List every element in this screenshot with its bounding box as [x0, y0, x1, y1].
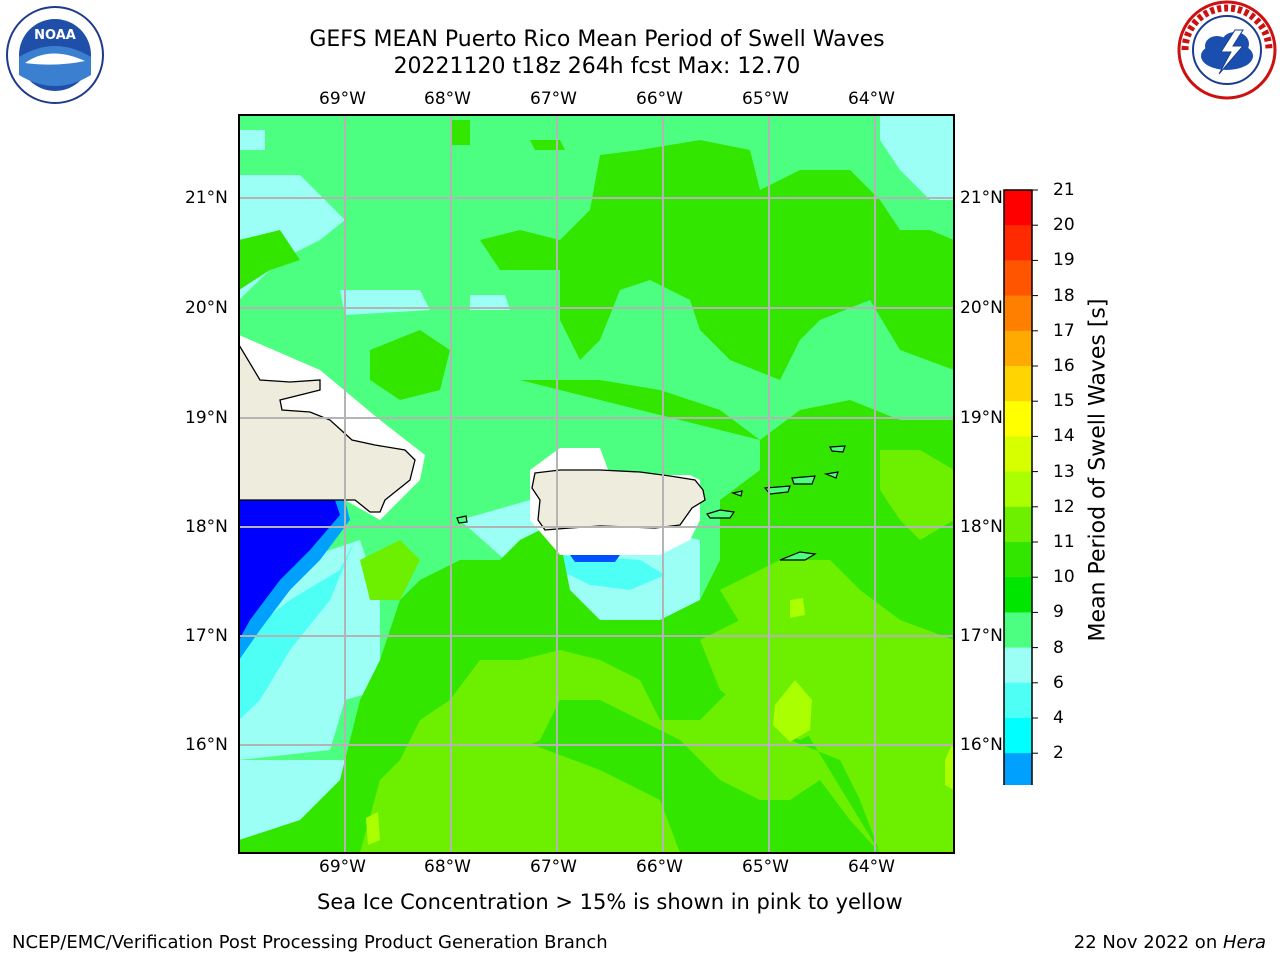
colorbar-frame [1003, 189, 1033, 785]
sea-ice-note: Sea Ice Concentration > 15% is shown in … [317, 890, 903, 914]
colorbar-tick-label: 4 [1053, 708, 1064, 728]
colorbar-segment [1004, 330, 1032, 367]
colorbar-tick-label: 13 [1053, 461, 1075, 482]
lat-label-right: 21°N [960, 188, 1003, 208]
lat-label-right: 20°N [960, 298, 1003, 318]
colorbar [1003, 189, 1038, 785]
colorbar-segment [1004, 366, 1032, 402]
colorbar-segment [1004, 542, 1032, 578]
swell-below-2s-area [239, 500, 340, 640]
swell-11-12s-areas [239, 450, 954, 853]
lat-label-left: 19°N [185, 408, 228, 428]
colorbar-segment [1004, 577, 1032, 613]
lat-label-left: 17°N [185, 626, 228, 646]
swell-12-13s-patches [366, 598, 954, 845]
colorbar-tick-label: 2 [1053, 743, 1064, 764]
map-gridlines [239, 115, 954, 853]
colorbar-segment [1004, 471, 1032, 508]
lat-label-left: 18°N [185, 517, 228, 537]
swell-6-8s-band [239, 540, 355, 720]
lon-label-bottom: 64°W [848, 857, 895, 877]
lat-label-left: 20°N [185, 298, 228, 318]
colorbar-segment [1004, 401, 1032, 437]
footer-date: 22 Nov 2022 on Hera [1074, 932, 1266, 953]
colorbar-tick-label: 12 [1053, 496, 1075, 517]
colorbar-tick-label: 8 [1053, 637, 1064, 658]
colorbar-tick-label: 11 [1053, 532, 1075, 552]
lon-label-bottom: 68°W [424, 857, 471, 877]
lon-label-bottom: 67°W [530, 857, 577, 877]
noaa-logo-text: NOAA [34, 28, 76, 43]
lon-label-bottom: 69°W [319, 857, 366, 877]
chart-title: GEFS MEAN Puerto Rico Mean Period of Swe… [309, 27, 885, 52]
lon-label-top: 65°W [742, 89, 789, 109]
lon-label-top: 69°W [319, 89, 366, 109]
footer-date-text: 22 Nov 2022 on [1073, 932, 1223, 953]
lat-label-left: 21°N [185, 188, 228, 208]
colorbar-segment [1004, 753, 1032, 785]
land-hispaniola [239, 343, 416, 513]
footer-host: Hera [1222, 932, 1266, 953]
lat-label-right: 17°N [960, 626, 1003, 646]
lon-label-top: 68°W [424, 89, 471, 109]
colorbar-segment [1004, 295, 1032, 332]
colorbar-tick-label: 14 [1053, 426, 1075, 447]
colorbar-tick-label: 16 [1053, 356, 1075, 376]
colorbar-segment [1004, 718, 1032, 754]
colorbar-segment [1004, 682, 1032, 719]
colorbar-segment [1004, 647, 1032, 684]
lat-label-right: 16°N [960, 735, 1003, 755]
nws-logo-icon [1177, 0, 1277, 100]
lon-label-bottom: 65°W [742, 857, 789, 877]
colorbar-tick-label: 17 [1053, 320, 1075, 341]
land-puerto-rico [531, 469, 706, 531]
colorbar-tick-label: 10 [1053, 567, 1075, 588]
colorbar-segment [1004, 506, 1032, 543]
colorbar-tick-label: 21 [1053, 180, 1075, 200]
colorbar-tick-label: 19 [1053, 250, 1075, 271]
colorbar-segment [1004, 436, 1032, 473]
footer-branch: NCEP/EMC/Verification Post Processing Pr… [12, 932, 608, 953]
colorbar-segment [1004, 260, 1032, 297]
colorbar-tick-label: 15 [1053, 391, 1075, 412]
colorbar-tick-label: 6 [1053, 672, 1064, 693]
colorbar-tick-label: 20 [1053, 215, 1075, 236]
colorbar-tick-label: 18 [1053, 285, 1075, 306]
lat-label-left: 16°N [185, 735, 228, 755]
lon-label-bottom: 66°W [636, 857, 683, 877]
colorbar-tick-label: 9 [1053, 602, 1064, 623]
lat-label-right: 18°N [960, 517, 1003, 537]
lon-label-top: 64°W [848, 89, 895, 109]
colorbar-segment [1004, 225, 1032, 261]
swell-6-8s-south-pr [560, 555, 665, 590]
noaa-logo-icon: NOAA [6, 6, 104, 104]
map-frame [238, 114, 955, 854]
lon-label-top: 66°W [636, 89, 683, 109]
land-small-islands [456, 445, 846, 561]
chart-subtitle-forecast: 20221120 t18z 264h fcst Max: 12.70 [393, 54, 801, 79]
colorbar-label: Mean Period of Swell Waves [s] [1085, 298, 1111, 642]
colorbar-segment [1004, 190, 1032, 226]
lat-label-right: 19°N [960, 408, 1003, 428]
lon-label-top: 67°W [530, 89, 577, 109]
colorbar-segment [1004, 612, 1032, 649]
